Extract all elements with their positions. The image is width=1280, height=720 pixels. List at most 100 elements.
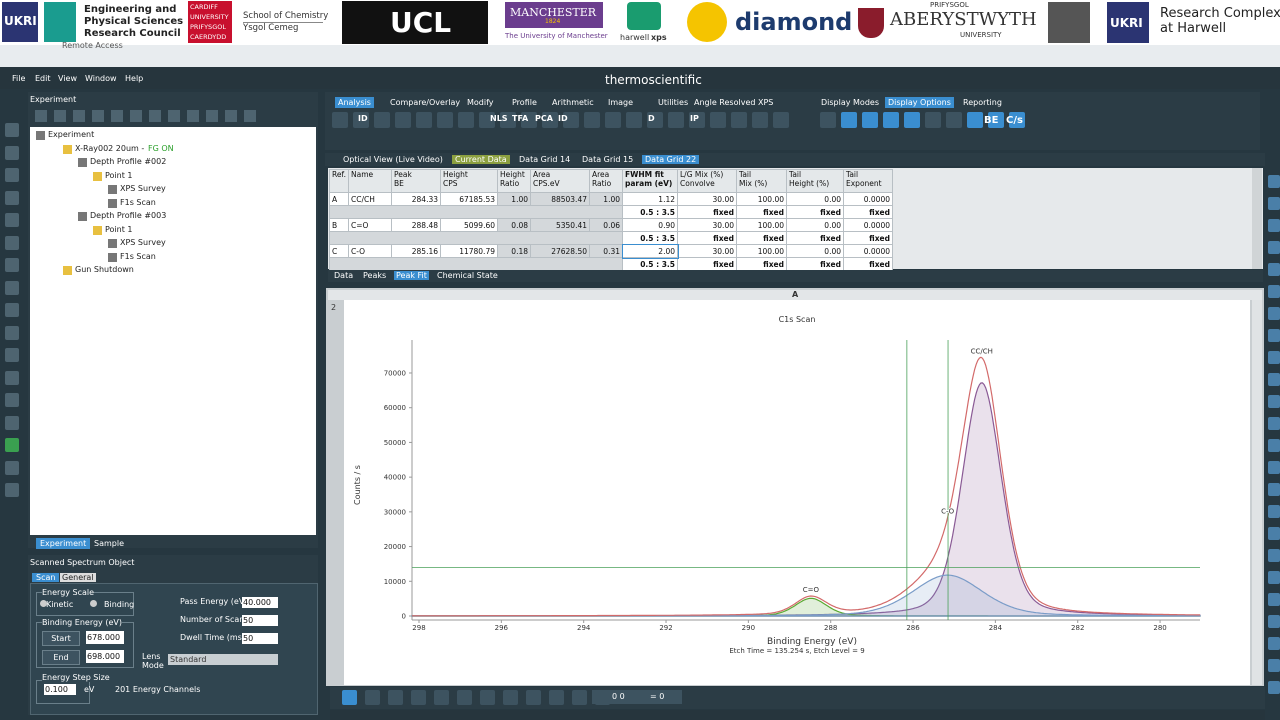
peak-row[interactable]: C C-O 285.16 11780.79 0.18 27628.50 0.31 2.00 30… — [329, 243, 893, 259]
grid-tab[interactable]: Data Grid 15 — [582, 155, 634, 164]
tool-label[interactable]: TFA — [512, 114, 529, 123]
ribbon-tab[interactable]: Image — [608, 98, 634, 107]
cell: CC/CH — [348, 192, 392, 206]
tree-node[interactable]: X-Ray002 20um - — [75, 143, 145, 153]
diamond-text: diamond — [735, 8, 853, 36]
tree-node[interactable]: Point 1 — [105, 224, 133, 234]
radio[interactable]: Kinetic — [46, 600, 74, 609]
tool-icon — [563, 112, 579, 128]
tool-icon — [647, 112, 663, 128]
peak-row[interactable]: A CC/CH 284.33 67185.53 1.00 88503.47 1.00 1.12… — [329, 192, 893, 206]
display-tab[interactable]: Display Options — [885, 97, 954, 108]
tree-node[interactable]: Point 1 — [105, 170, 133, 180]
fit-component — [411, 382, 1201, 617]
ribbon-tab[interactable]: Profile — [512, 98, 537, 107]
menu-item[interactable]: Edit — [35, 74, 51, 83]
tool-label[interactable]: ID — [558, 114, 568, 123]
ribbon-tab[interactable]: Utilities — [658, 98, 689, 107]
input[interactable]: 0.100 — [44, 684, 76, 695]
tree-node[interactable]: XPS Survey — [120, 238, 166, 247]
tree-node[interactable]: Experiment — [48, 130, 95, 139]
constraint-cell: fixed — [677, 231, 737, 245]
grid-tab[interactable]: Data Grid 22 — [642, 155, 700, 164]
ribbon-tab[interactable]: Modify — [467, 98, 494, 107]
bottom-icon — [388, 690, 403, 705]
ribbon-tab[interactable]: Arithmetic — [552, 98, 594, 107]
cell: 27628.50 — [530, 244, 590, 258]
cell: 0.00 — [786, 244, 844, 258]
tree-node[interactable]: Depth Profile #003 — [90, 211, 167, 220]
right-icon — [1268, 681, 1280, 694]
constraint-cell: 0.5 : 3.5 — [622, 231, 678, 245]
grid-tab[interactable]: Data Grid 14 — [519, 155, 571, 164]
radio[interactable]: Binding — [104, 600, 135, 609]
grid-tab[interactable]: Current Data — [452, 155, 510, 164]
field-label: Number of Scans — [180, 615, 249, 624]
menu-item[interactable]: Window — [85, 74, 117, 83]
peak-row[interactable]: B C=O 288.48 5099.60 0.08 5350.41 0.06 0.90 30.0… — [329, 218, 893, 232]
cell: 0.08 — [497, 218, 531, 232]
menu-item[interactable]: View — [58, 74, 77, 83]
tool-label[interactable]: PCA — [535, 114, 553, 123]
tool-icon — [584, 112, 600, 128]
tree-node[interactable]: Gun Shutdown — [75, 265, 134, 274]
tool-label[interactable]: IP — [690, 114, 699, 123]
ribbon-tab[interactable]: Analysis — [335, 97, 374, 108]
peak-table: Ref. Name Peak BE Height CPS Height Ratio Area CP… — [329, 169, 893, 271]
menu-item[interactable]: File — [12, 74, 26, 83]
ribbon-tab[interactable]: Angle Resolved XPS — [694, 98, 774, 107]
ribbon-tab[interactable]: Compare/Overlay — [390, 98, 461, 107]
radio-dot — [90, 600, 97, 607]
right-icon — [1268, 329, 1280, 342]
input[interactable]: 50 — [242, 633, 278, 644]
tool-label[interactable]: ID — [358, 114, 368, 123]
result-tab[interactable]: Peak Fit — [394, 271, 429, 280]
display-label[interactable]: C/s — [1006, 115, 1023, 126]
input[interactable]: 50 — [242, 615, 278, 626]
tool-icon — [773, 112, 789, 128]
bottom-icon — [434, 690, 449, 705]
button[interactable]: Start — [42, 631, 80, 646]
constraint-cell: fixed — [677, 257, 737, 271]
result-tab[interactable]: Data — [334, 271, 354, 280]
tool-icon — [332, 112, 348, 128]
panel-icon — [206, 110, 218, 122]
display-tab[interactable]: Reporting — [963, 98, 1002, 107]
grid-tab[interactable]: Optical View (Live Video) — [343, 155, 443, 164]
result-tab[interactable]: Chemical State — [437, 271, 498, 280]
scan-tab[interactable]: Scan — [32, 573, 60, 582]
header-line: Height (%) — [789, 179, 830, 188]
aber-text: PRIFYSGOL — [930, 1, 969, 9]
cardiff-text: CAERDYDD — [190, 33, 227, 41]
partner-logo — [1048, 2, 1090, 43]
side-icon — [5, 280, 19, 295]
scan-tab[interactable]: General — [60, 573, 96, 582]
button[interactable]: End — [42, 650, 80, 665]
display-label[interactable]: BE — [984, 115, 999, 126]
input[interactable]: 698.000 — [86, 650, 124, 663]
constraint-cell: fixed — [843, 205, 893, 219]
result-tab[interactable]: Peaks — [363, 271, 387, 280]
constraint-cell: fixed — [843, 231, 893, 245]
tool-icon — [668, 112, 684, 128]
menu-item[interactable]: Help — [125, 74, 144, 83]
grid-tabs-bar — [325, 153, 1265, 166]
rch-text: Research Complex — [1160, 6, 1280, 21]
tool-label[interactable]: D — [648, 114, 655, 123]
tree-node[interactable]: Depth Profile #002 — [90, 157, 167, 166]
select[interactable]: Standard — [168, 654, 278, 665]
input[interactable]: 678.000 — [86, 631, 124, 644]
display-tab[interactable]: Display Modes — [821, 98, 879, 107]
display-icon — [862, 112, 878, 128]
panel-tab[interactable]: Sample — [94, 539, 124, 548]
ukri-text: UKRI — [1110, 16, 1143, 30]
panel-tab[interactable]: Experiment — [36, 538, 91, 549]
tool-icon — [752, 112, 768, 128]
tree-node[interactable]: XPS Survey — [120, 184, 166, 193]
tree-node[interactable]: F1s Scan — [120, 197, 156, 207]
input[interactable]: 40.000 — [242, 597, 278, 608]
header-line: param (eV) — [625, 179, 673, 188]
tool-label[interactable]: NLS — [490, 114, 508, 123]
tree-node[interactable]: F1s Scan — [120, 251, 156, 261]
